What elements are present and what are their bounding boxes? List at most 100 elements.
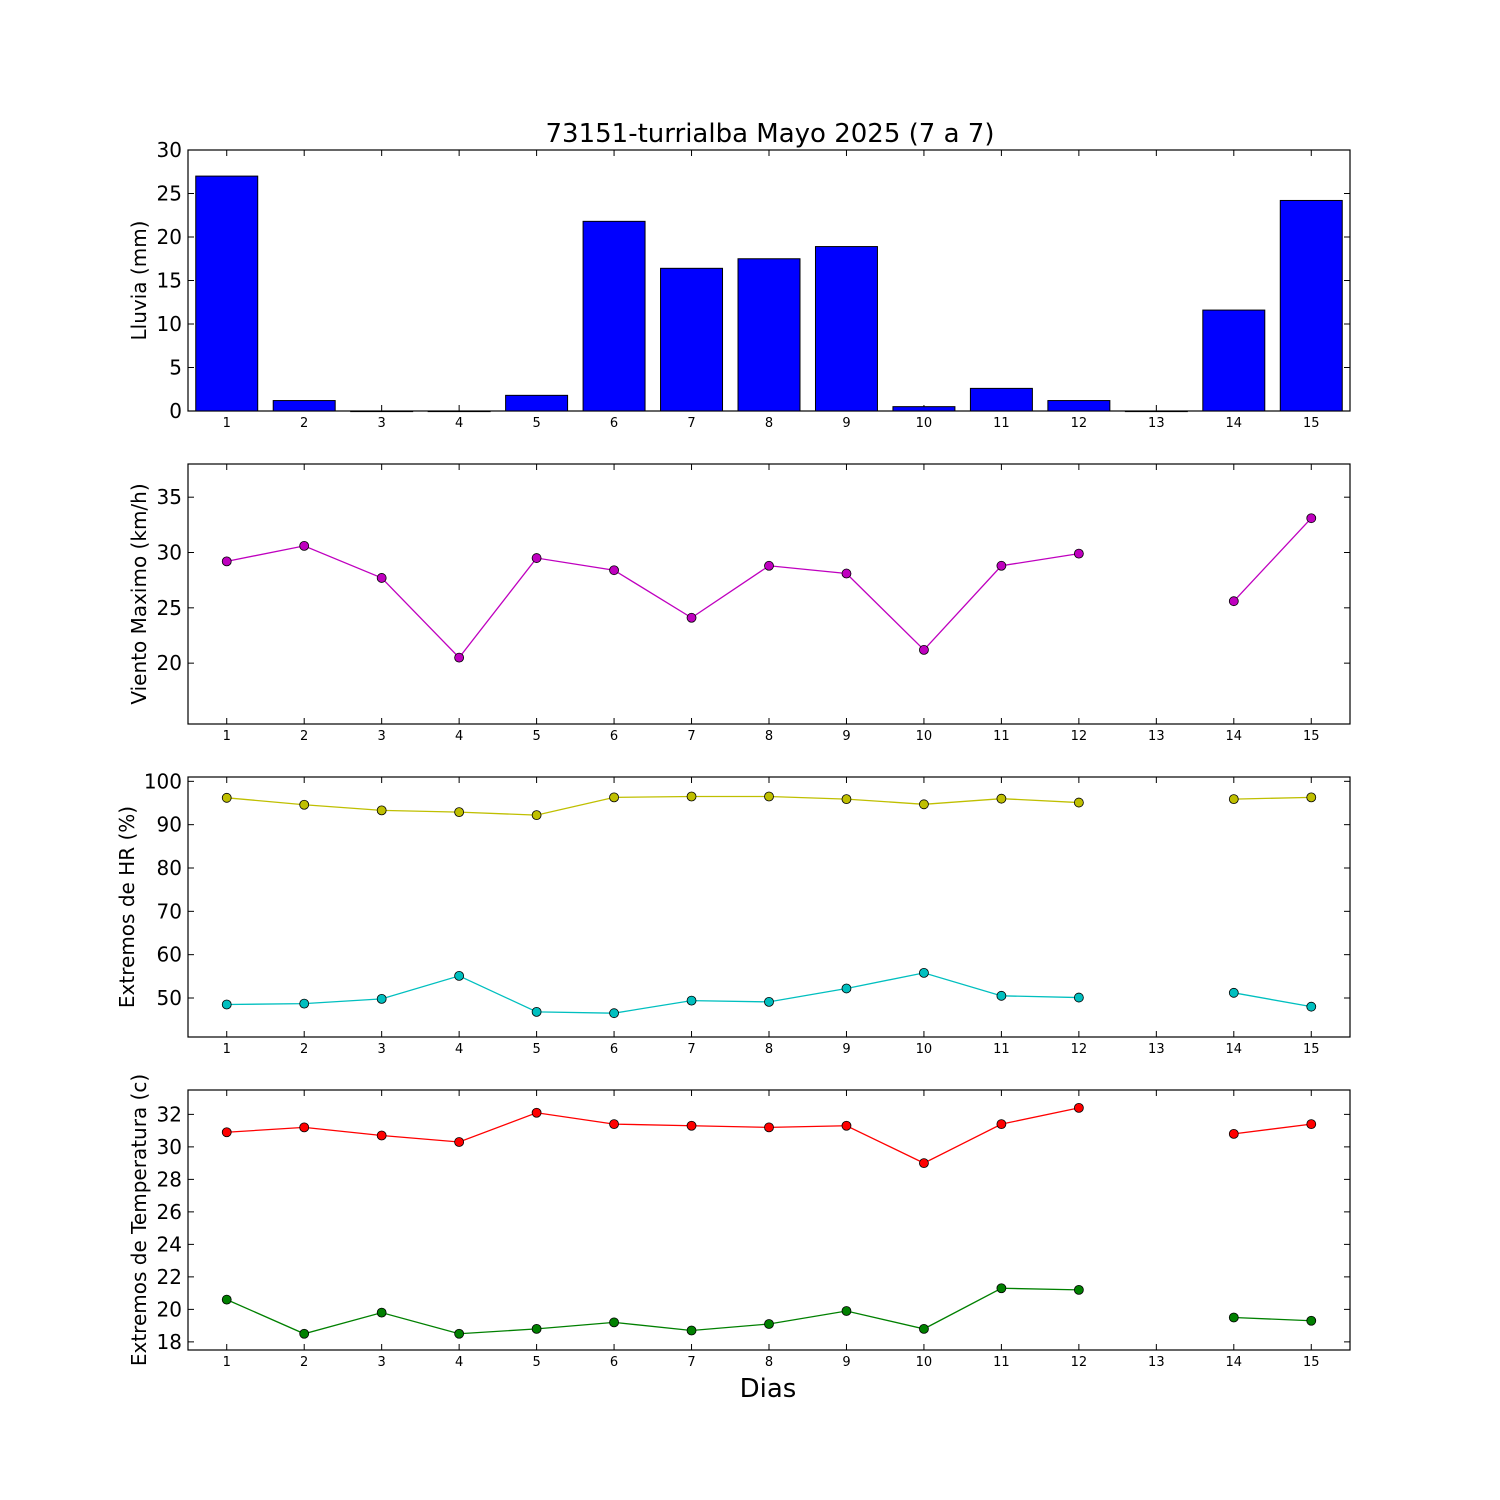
bar-day-7	[660, 267, 724, 412]
bar-day-14	[1202, 309, 1266, 412]
point-series-2-day-2	[299, 998, 310, 1009]
point-series-1-day-3	[376, 805, 387, 816]
x-tick-label: 1	[223, 729, 231, 744]
y-tick-label: 24	[157, 1232, 182, 1256]
point-series-2-day-5	[531, 1006, 542, 1017]
y-tick-label: 90	[157, 813, 182, 837]
x-tick-label: 2	[300, 729, 308, 744]
plot-frame	[187, 463, 1351, 725]
x-tick-label: 3	[378, 729, 386, 744]
y-axis-label: Extremos de Temperatura (c)	[127, 1074, 151, 1366]
x-tick-label: 6	[610, 1042, 618, 1057]
x-tick-label: 3	[378, 1355, 386, 1370]
y-axis-label: Viento Maximo (km/h)	[127, 483, 151, 704]
bar-day-11	[969, 387, 1033, 412]
bar-day-3	[350, 410, 414, 413]
y-tick-label: 35	[157, 485, 182, 509]
bar-day-2	[272, 400, 336, 412]
point-series-2-day-5	[531, 1323, 542, 1334]
x-tick-label: 11	[993, 729, 1010, 744]
x-tick-label: 4	[455, 416, 463, 431]
point-series-2-day-14	[1228, 1312, 1239, 1323]
series-line	[1233, 1316, 1312, 1322]
y-tick-label: 60	[157, 943, 182, 967]
series-line	[226, 795, 1079, 816]
y-tick-label: 30	[157, 541, 182, 565]
point-series-2-day-10	[919, 1323, 929, 1334]
point-series-2-day-8	[764, 1319, 774, 1329]
point-series-2-day-1	[221, 999, 232, 1010]
x-tick-label: 14	[1226, 1042, 1243, 1057]
x-tick-label: 4	[455, 1355, 463, 1370]
x-tick-label: 11	[993, 1355, 1010, 1370]
x-tick-label: 10	[916, 1355, 933, 1370]
point-series-2-day-4	[454, 1328, 465, 1339]
y-tick-label: 80	[157, 856, 182, 880]
point-series-2-day-3	[376, 1307, 387, 1318]
y-tick-label: 25	[157, 182, 182, 206]
y-axis-label: Lluvia (mm)	[127, 221, 151, 341]
y-tick-label: 20	[157, 651, 182, 675]
bar-day-10	[892, 406, 956, 412]
x-tick-label: 13	[1148, 416, 1165, 431]
point-series-1-day-4	[454, 1137, 465, 1147]
point-series-2-day-15	[1306, 1001, 1317, 1012]
point-series-1-day-1	[221, 792, 232, 803]
point-series-1-day-2	[299, 1122, 310, 1133]
x-tick-label: 8	[765, 416, 773, 431]
point-series-2-day-9	[841, 983, 852, 994]
point-series-1-day-6	[609, 792, 619, 803]
point-series-2-day-1	[221, 1294, 232, 1305]
x-tick-label: 14	[1226, 416, 1243, 431]
y-tick-label: 26	[157, 1200, 182, 1224]
point-series-2-day-10	[919, 967, 929, 978]
point-series-1-day-4	[454, 652, 465, 663]
bar-day-12	[1047, 400, 1111, 412]
x-tick-label: 12	[1071, 416, 1088, 431]
y-tick-label: 0	[169, 399, 182, 423]
series-line	[226, 1107, 1080, 1164]
y-tick-label: 25	[157, 596, 182, 620]
y-tick-label: 20	[157, 225, 182, 249]
x-tick-label: 15	[1303, 729, 1320, 744]
point-series-1-day-1	[221, 556, 232, 567]
bar-day-15	[1279, 199, 1343, 412]
y-axis-label: Extremos de HR (%)	[115, 806, 139, 1008]
bar-day-9	[814, 246, 878, 412]
x-tick-label: 7	[687, 1042, 695, 1057]
y-tick-label: 100	[144, 769, 182, 793]
x-tick-label: 3	[378, 416, 386, 431]
point-series-2-day-2	[299, 1328, 310, 1339]
x-tick-label: 15	[1303, 416, 1320, 431]
point-series-1-day-15	[1306, 513, 1317, 524]
point-series-1-day-6	[609, 565, 619, 576]
point-series-1-day-7	[686, 1120, 697, 1131]
point-series-1-day-7	[686, 612, 697, 623]
point-series-2-day-12	[1073, 992, 1084, 1003]
bar-day-4	[427, 410, 491, 413]
point-series-1-day-12	[1073, 1102, 1084, 1113]
point-series-1-day-15	[1306, 1119, 1317, 1130]
y-tick-label: 15	[157, 269, 182, 293]
point-series-1-day-14	[1228, 794, 1239, 804]
x-tick-label: 15	[1303, 1355, 1320, 1370]
x-tick-label: 7	[687, 416, 695, 431]
x-tick-label: 2	[300, 1355, 308, 1370]
y-tick-label: 28	[157, 1167, 182, 1191]
chart-title: 73151-turrialba Mayo 2025 (7 a 7)	[546, 119, 995, 149]
point-series-1-day-9	[841, 1120, 852, 1131]
x-tick-label: 3	[378, 1042, 386, 1057]
point-series-1-day-8	[764, 1122, 774, 1133]
x-tick-label: 8	[765, 1042, 773, 1057]
point-series-2-day-11	[996, 990, 1007, 1001]
point-series-1-day-14	[1228, 1128, 1239, 1139]
x-tick-label: 2	[300, 1042, 308, 1057]
y-tick-label: 32	[157, 1102, 182, 1126]
point-series-2-day-14	[1228, 987, 1239, 998]
x-tick-label: 6	[610, 1355, 618, 1370]
point-series-2-day-7	[686, 1325, 697, 1336]
x-tick-label: 5	[532, 729, 540, 744]
point-series-1-day-4	[454, 807, 465, 817]
point-series-1-day-8	[764, 560, 774, 571]
x-tick-label: 4	[455, 729, 463, 744]
